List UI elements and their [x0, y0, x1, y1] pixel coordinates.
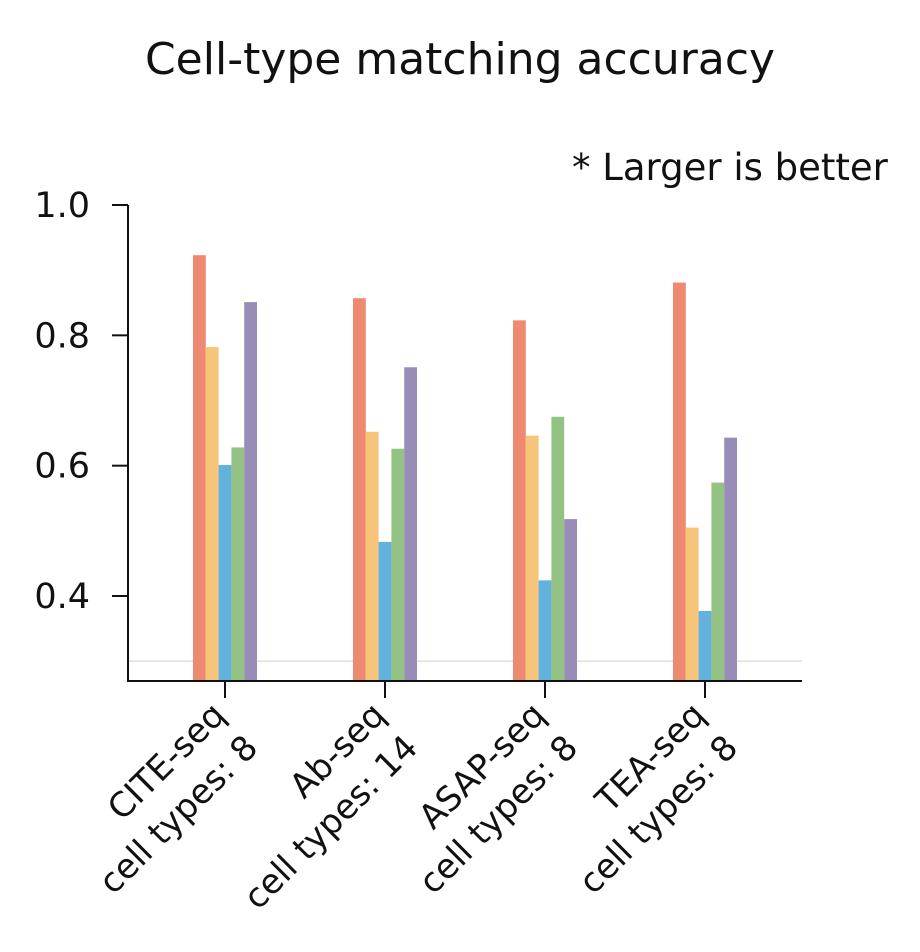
y-tick-label: 0.4: [34, 577, 90, 617]
bar-series-5-cat-1: [244, 302, 257, 681]
bar-series-1-cat-1: [193, 255, 206, 681]
bar-series-4-cat-3: [551, 416, 565, 681]
bar-series-3-cat-2: [378, 541, 392, 681]
y-tick-label: 0.8: [34, 316, 90, 356]
bar-series-4-cat-1: [231, 447, 245, 681]
bar-series-2-cat-1: [205, 347, 219, 681]
bar-series-3-cat-1: [218, 465, 232, 681]
chart-annotation: * Larger is better: [572, 146, 888, 189]
y-tick-label: 1.0: [34, 186, 90, 226]
bar-series-4-cat-2: [391, 448, 405, 681]
bar-series-5-cat-3: [564, 519, 577, 681]
bar-series-5-cat-4: [724, 437, 737, 681]
bar-series-5-cat-2: [404, 367, 417, 681]
bar-series-1-cat-4: [673, 282, 686, 681]
bar-series-2-cat-4: [685, 527, 699, 681]
bar-series-3-cat-4: [698, 610, 712, 681]
bar-series-2-cat-2: [365, 431, 379, 681]
x-tick-label: ASAP-seqcell types: 8: [379, 695, 586, 902]
x-tick-label: TEA-seqcell types: 8: [539, 695, 746, 902]
x-tick-label: CITE-seqcell types: 8: [59, 695, 266, 902]
bar-series-3-cat-3: [538, 580, 552, 681]
bar-series-1-cat-2: [353, 298, 366, 681]
bar-series-4-cat-4: [711, 482, 725, 681]
y-tick-label: 0.6: [34, 447, 90, 487]
bar-series-1-cat-3: [513, 320, 526, 681]
chart-title: Cell-type matching accuracy: [144, 34, 776, 85]
bar-series-2-cat-3: [525, 435, 539, 681]
